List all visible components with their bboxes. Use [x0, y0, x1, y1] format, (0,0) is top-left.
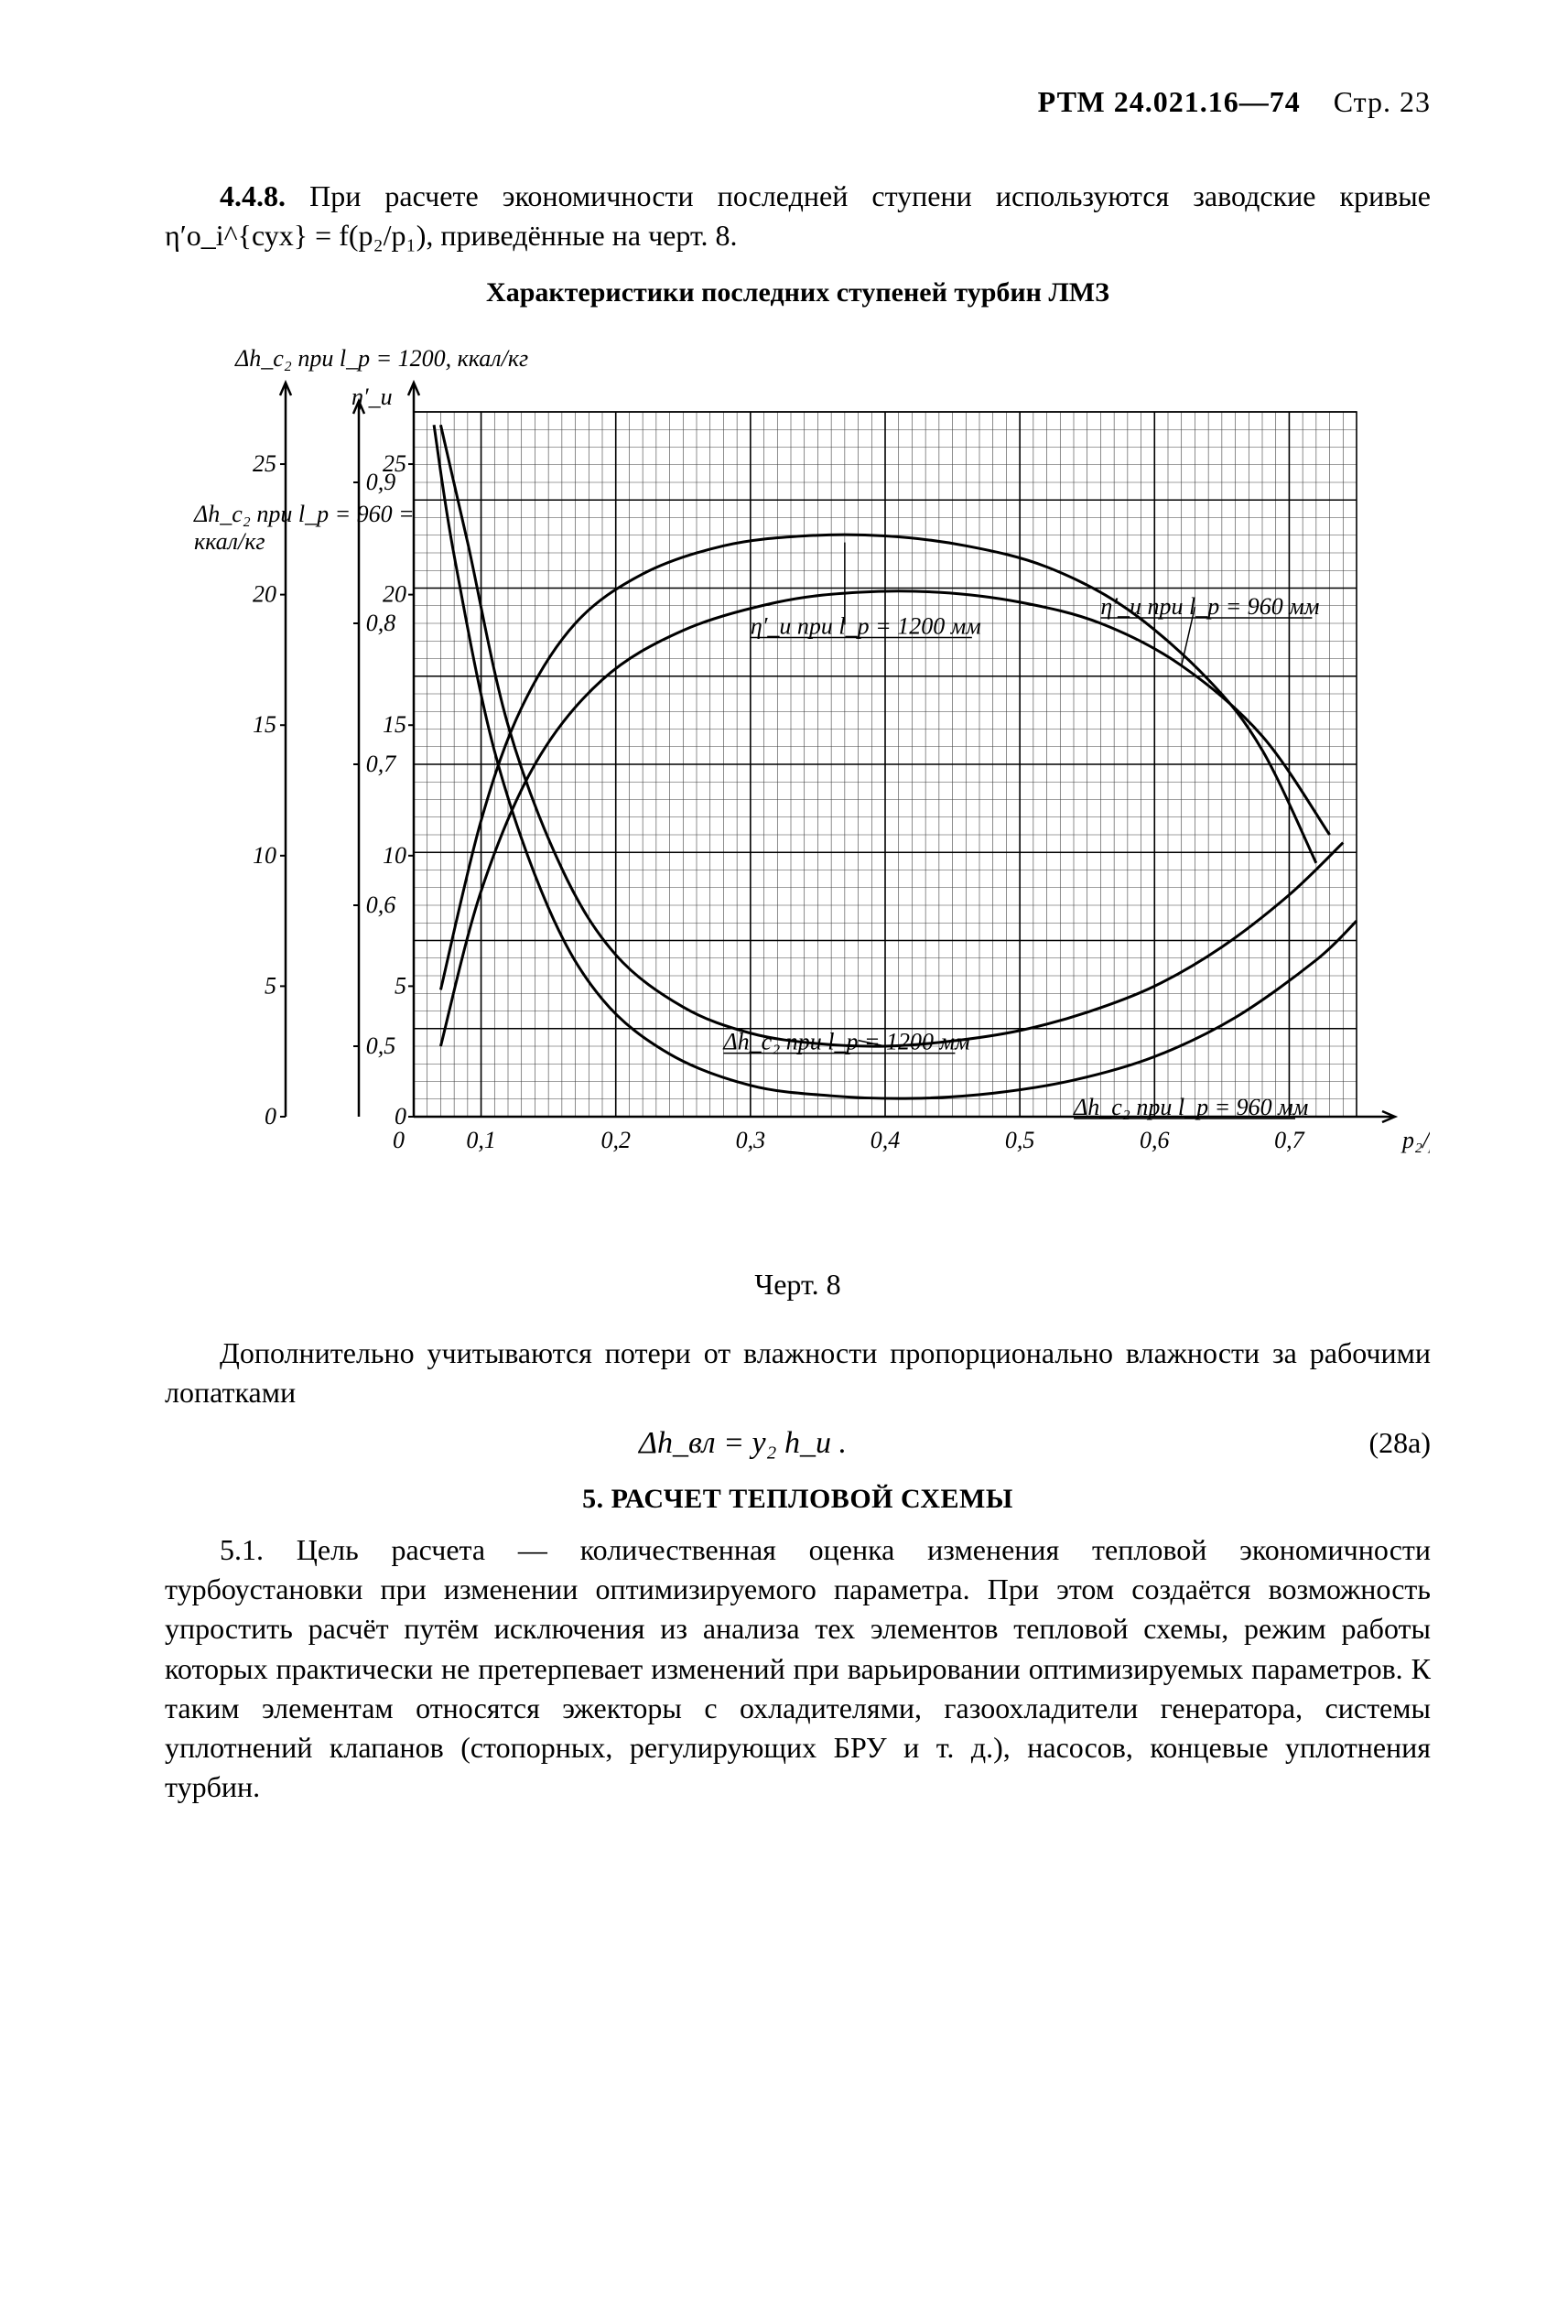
svg-text:20: 20 [253, 581, 276, 608]
svg-text:0,4: 0,4 [870, 1127, 900, 1153]
paragraph-4-4-8: 4.4.8. При расчете экономичности последн… [165, 177, 1431, 255]
svg-text:0: 0 [265, 1103, 276, 1130]
page-header: РТМ 24.021.16—74 Стр. 23 [165, 82, 1431, 122]
svg-text:0: 0 [393, 1127, 405, 1153]
section-5-heading: 5. РАСЧЕТ ТЕПЛОВОЙ СХЕМЫ [165, 1481, 1431, 1519]
svg-text:Δh_c₂ при l_p = 1200, ккал/кг: Δh_c₂ при l_p = 1200, ккал/кг [234, 345, 528, 372]
svg-text:0,2: 0,2 [600, 1127, 631, 1153]
svg-text:Δh_c₂ при l_p = 1200 мм: Δh_c₂ при l_p = 1200 мм [722, 1029, 969, 1055]
svg-text:0,7: 0,7 [1274, 1127, 1305, 1153]
svg-text:10: 10 [383, 842, 406, 869]
svg-text:η′_u: η′_u [351, 384, 393, 410]
svg-text:0,1: 0,1 [466, 1127, 495, 1153]
svg-text:5: 5 [395, 972, 406, 999]
svg-text:0,3: 0,3 [735, 1127, 765, 1153]
svg-text:10: 10 [253, 842, 276, 869]
svg-text:0,8: 0,8 [365, 610, 395, 636]
svg-text:15: 15 [253, 711, 276, 738]
svg-text:25: 25 [383, 450, 406, 477]
svg-text:5: 5 [265, 972, 276, 999]
chart-figure: 0,1 0,2 0,3 0,4 0,5 0,6 0,7 0 p₂/p₁ 0 5 10 15 20 25 0,5… [167, 320, 1430, 1236]
page-number: Стр. 23 [1334, 85, 1431, 118]
svg-text:0,5: 0,5 [365, 1032, 395, 1059]
doc-code: РТМ 24.021.16—74 [1038, 85, 1301, 118]
svg-text:η′_u при l_p = 1200 мм: η′_u при l_p = 1200 мм [750, 613, 980, 640]
equation-number: (28а) [1321, 1423, 1431, 1463]
svg-text:0: 0 [395, 1103, 406, 1130]
equation-28a: Δh_вл = y₂ h_u . (28а) [165, 1422, 1431, 1465]
svg-text:0,6: 0,6 [365, 892, 395, 918]
para-number: 4.4.8. [220, 179, 286, 212]
svg-text:p₂/p₁: p₂/p₁ [1400, 1127, 1430, 1153]
svg-text:ккал/кг: ккал/кг [194, 528, 265, 555]
paragraph-after-figure: Дополнительно учитываются потери от влаж… [165, 1334, 1431, 1412]
svg-text:0,5: 0,5 [1004, 1127, 1034, 1153]
paragraph-5-1: 5.1. Цель расчета — количественная оценк… [165, 1530, 1431, 1807]
svg-text:η′_u при l_p = 960 мм: η′_u при l_p = 960 мм [1100, 593, 1319, 620]
para-number: 5.1. [220, 1533, 264, 1566]
svg-text:15: 15 [383, 711, 406, 738]
svg-text:0,7: 0,7 [365, 751, 396, 777]
equation-text: Δh_вл = y₂ h_u . [165, 1422, 1321, 1465]
chart-title: Характеристики последних ступеней турбин… [165, 275, 1431, 312]
svg-text:Δh_c₂ при l_p = 960 =: Δh_c₂ при l_p = 960 = [193, 501, 415, 527]
para-text: Цель расчета — количественная оценка изм… [165, 1533, 1431, 1803]
svg-text:20: 20 [383, 581, 406, 608]
svg-text:0,6: 0,6 [1140, 1127, 1170, 1153]
svg-text:Δh_c₂ при l_p = 960 мм: Δh_c₂ при l_p = 960 мм [1073, 1094, 1308, 1120]
svg-text:25: 25 [253, 450, 276, 477]
para-text: При расчете экономичности последней ступ… [165, 179, 1431, 252]
figure-caption: Черт. 8 [165, 1265, 1431, 1304]
